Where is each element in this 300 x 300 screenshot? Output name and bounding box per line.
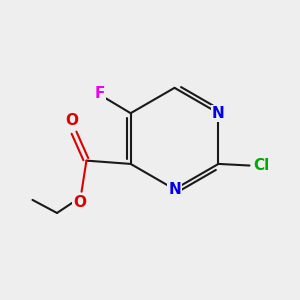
Text: N: N [212,106,225,121]
Text: Cl: Cl [253,158,269,173]
Text: F: F [94,86,105,101]
Text: N: N [168,182,181,197]
Text: O: O [74,195,86,210]
Text: O: O [65,112,78,128]
